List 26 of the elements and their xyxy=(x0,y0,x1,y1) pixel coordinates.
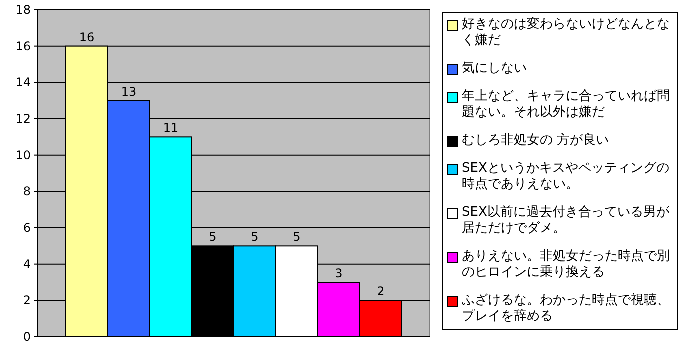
data-label: 5 xyxy=(209,230,217,244)
y-tick-label: 8 xyxy=(23,184,31,199)
y-tick-label: 2 xyxy=(23,294,31,308)
data-label: 5 xyxy=(293,230,301,244)
legend-label: ふざけるな。わかった時点で視聴、プレイを辞める xyxy=(462,293,671,325)
y-tick-label: 10 xyxy=(16,148,31,162)
y-tick-label: 14 xyxy=(16,76,31,90)
y-tick-label: 6 xyxy=(23,221,31,235)
legend-label: SEXというかキスやペッティングの時点でありえない。 xyxy=(462,161,670,193)
legend-label: 好きなのは変わらないけどなんとなく嫌だ xyxy=(462,17,671,49)
y-tick-label: 16 xyxy=(16,39,31,54)
data-label: 3 xyxy=(335,266,343,280)
y-tick-label: 12 xyxy=(16,112,31,126)
legend-label: 年上など、キャラに合っていれば問題ない。それ以外は嫌だ xyxy=(462,89,671,121)
legend-label: 気にしない xyxy=(462,61,527,77)
y-tick-label: 4 xyxy=(23,257,31,272)
data-label: 5 xyxy=(251,230,259,244)
y-tick-label: 0 xyxy=(23,330,31,344)
legend-label: むしろ非処女の 方が良い xyxy=(462,133,610,149)
data-label: 13 xyxy=(121,84,137,99)
data-label: 2 xyxy=(377,284,385,299)
y-tick-label: 18 xyxy=(16,3,31,17)
legend-label: SEX以前に過去付き合っている男が居ただけでダメ。 xyxy=(462,205,670,237)
legend-label: ありえない。非処女だった時点で別のヒロインに乗り換える xyxy=(462,249,671,281)
data-label: 16 xyxy=(79,30,95,44)
data-label: 11 xyxy=(163,121,179,136)
